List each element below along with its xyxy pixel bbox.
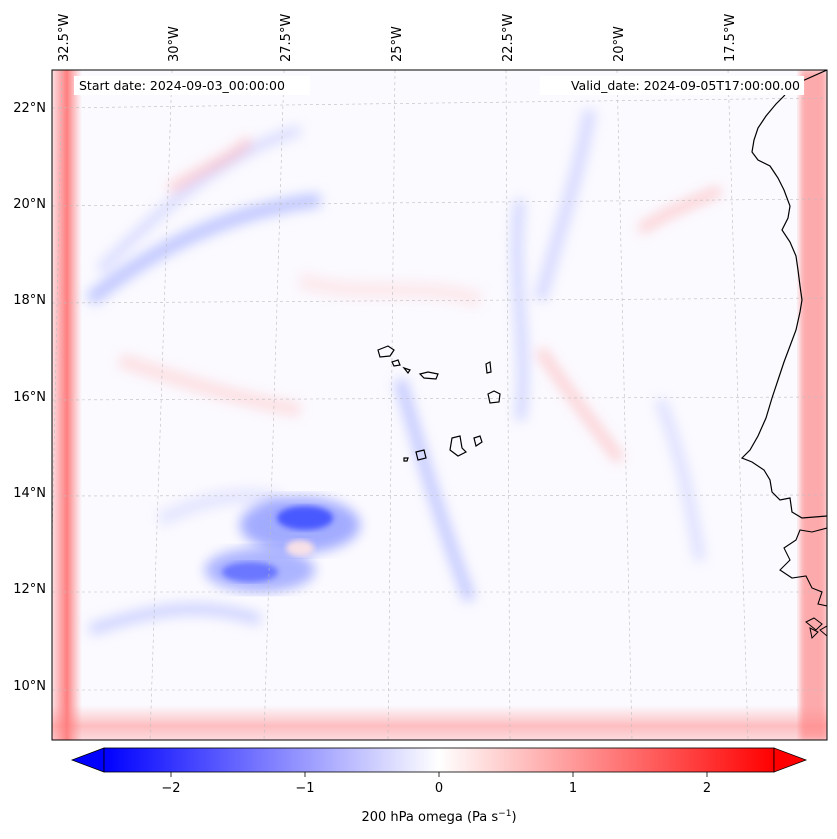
- right-edge-band: [800, 70, 827, 740]
- lat-label: 20°N: [13, 197, 46, 212]
- colorbar-tick-label: 0: [435, 781, 443, 796]
- colorbar-label-sup: −1: [498, 809, 511, 819]
- lat-label: 16°N: [13, 390, 46, 405]
- colorbar-tick-label: −2: [161, 781, 180, 796]
- africa-coastline: [740, 70, 827, 519]
- latitude-labels: 22°N 20°N 18°N 16°N 14°N 12°N 10°N: [13, 101, 46, 694]
- map-panel: Start date: 2024-09-03_00:00:00 Valid_da…: [51, 69, 828, 741]
- map-background: [52, 70, 827, 740]
- start-date-label: Start date: 2024-09-03_00:00:00: [79, 78, 285, 93]
- lon-label: 27.5°W: [279, 14, 294, 62]
- valid-date-label: Valid_date: 2024-09-05T17:00:00.00: [571, 78, 800, 93]
- lon-label: 32.5°W: [57, 14, 72, 62]
- valid-date-box: [540, 76, 804, 95]
- lon-label: 30°W: [167, 26, 182, 62]
- lon-label: 17.5°W: [723, 14, 738, 62]
- lat-label: 10°N: [13, 679, 46, 694]
- colorbar-tick-label: 2: [703, 781, 711, 796]
- lat-label: 12°N: [13, 582, 46, 597]
- omega-field: [52, 70, 827, 740]
- map-frame: [51, 69, 828, 741]
- lat-label: 22°N: [13, 101, 46, 116]
- colorbar: −2 −1 0 1 2 200 hPa omega (Pa s−1): [70, 747, 808, 825]
- left-edge-band: [52, 70, 82, 740]
- colorbar-label: 200 hPa omega (Pa s−1): [361, 809, 516, 825]
- cape-verde-islands: [377, 345, 501, 462]
- lat-label: 18°N: [13, 293, 46, 308]
- colorbar-right-extend: [773, 747, 808, 773]
- lon-label: 25°W: [390, 26, 405, 62]
- lat-label: 14°N: [13, 486, 46, 501]
- gridlines: [52, 70, 827, 740]
- longitude-labels: 32.5°W 30°W 27.5°W 25°W 22.5°W 20°W 17.5…: [57, 14, 738, 62]
- bottom-edge-band: [52, 705, 827, 740]
- colorbar-label-close: ): [511, 810, 516, 825]
- colorbar-tick-label: 1: [569, 781, 577, 796]
- lon-label: 22.5°W: [501, 14, 516, 62]
- colorbar-left-extend: [70, 747, 105, 773]
- start-date-box: [74, 76, 310, 95]
- gambia-coast: [779, 527, 827, 607]
- colorbar-label-text: 200 hPa omega (Pa s: [361, 810, 498, 825]
- bissagos-islands: [805, 617, 827, 640]
- colorbar-ticks: −2 −1 0 1 2: [161, 772, 711, 796]
- colorbar-tick-label: −1: [295, 781, 314, 796]
- colorbar-body: [103, 747, 775, 773]
- lon-label: 20°W: [612, 26, 627, 62]
